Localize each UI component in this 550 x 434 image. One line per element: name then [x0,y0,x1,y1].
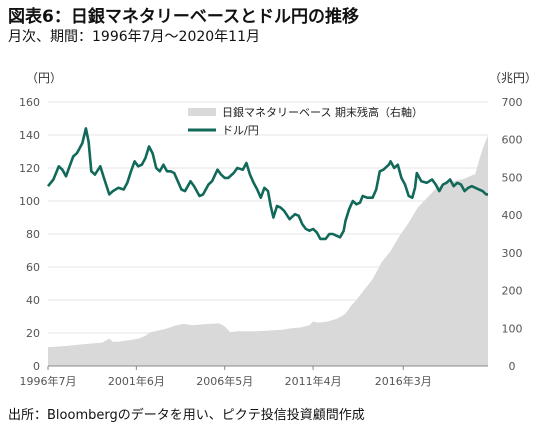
legend-area-label: 日銀マネタリーベース 期末残高（右軸） [222,105,423,119]
legend-line-label: ドル/円 [222,124,259,137]
chart-subtitle: 月次、期間：1996年7月～2020年11月 [8,29,260,45]
left-axis-tick-label: 100 [19,195,40,208]
x-axis-tick-label: 2006年5月 [196,374,253,388]
right-axis-tick-label: 0 [509,360,516,373]
x-axis-tick-label: 2011年4月 [285,374,342,388]
chart-title: 図表6：日銀マネタリーベースとドル円の推移 [8,7,359,27]
left-axis-tick-label: 20 [26,327,40,340]
right-axis-unit: （兆円） [489,71,537,85]
right-axis-tick-label: 500 [502,171,523,184]
right-axis-tick-label: 700 [502,96,523,109]
source-note: 出所：Bloombergのデータを用い、ピクテ投信投資顧問作成 [8,408,365,423]
x-axis-tick-label: 2016年3月 [375,374,432,388]
left-axis-unit: （円） [26,71,62,85]
axes: 0 20 40 60 80 100 120 140 160 0 100 200 300 400 500 600… [19,96,523,388]
left-axis-tick-label: 160 [19,96,40,109]
right-axis-tick-label: 300 [502,247,523,260]
x-axis-tick-label: 2001年6月 [108,374,165,388]
right-axis-tick-label: 400 [502,209,523,222]
left-axis-tick-label: 0 [33,360,40,373]
right-axis-tick-label: 600 [502,134,523,147]
left-axis-tick-label: 40 [26,294,40,307]
legend-area-swatch [188,108,216,116]
usdjpy-line [46,127,488,241]
right-axis-tick-label: 100 [502,322,523,335]
x-axis-tick-label: 1996年7月 [20,374,77,388]
right-axis-tick-label: 200 [502,285,523,298]
left-axis-tick-label: 60 [26,261,40,274]
legend: 日銀マネタリーベース 期末残高（右軸） ドル/円 [188,105,423,137]
monetary-base-area-layer [48,135,488,366]
monetary-base-area [48,135,488,366]
usdjpy-line-layer [46,127,488,241]
left-axis-tick-label: 80 [26,228,40,241]
left-axis-tick-label: 120 [19,162,40,175]
left-axis-tick-label: 140 [19,129,40,142]
